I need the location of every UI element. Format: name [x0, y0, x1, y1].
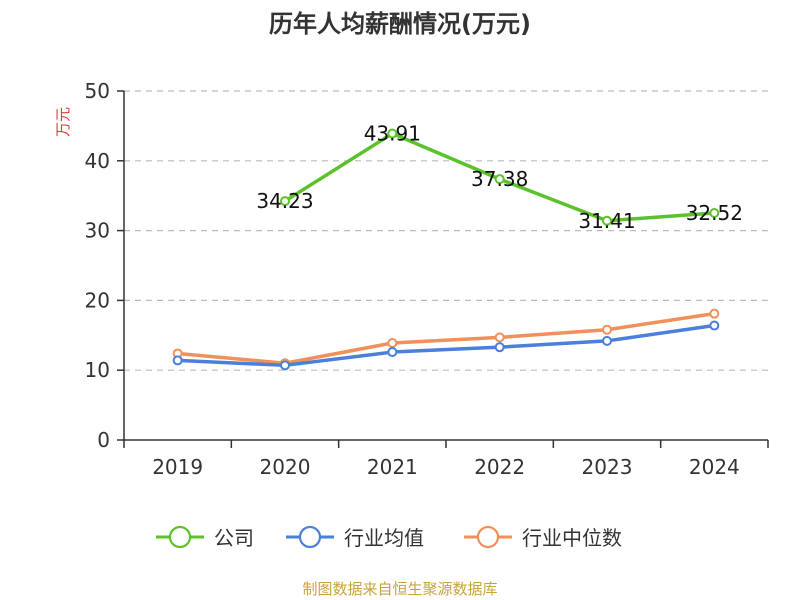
legend-label-2: 行业中位数 [522, 526, 622, 550]
y-tick-label-50: 50 [85, 79, 110, 103]
data-label-2023: 31.41 [578, 209, 635, 233]
y-tick-label-10: 10 [85, 358, 110, 382]
point-0-2024[interactable] [709, 208, 720, 219]
point-0-2022[interactable] [494, 174, 505, 185]
series-0 [280, 128, 720, 226]
legend-marker-1 [298, 525, 322, 549]
point-0-2021[interactable] [387, 128, 398, 139]
point-1-2020[interactable] [280, 360, 290, 371]
series-2 [172, 308, 720, 369]
point-1-2019[interactable] [172, 355, 183, 366]
y-tick-label-30: 30 [85, 219, 110, 243]
chart-title: 历年人均薪酬情况(万元) [269, 10, 531, 38]
gridlines [124, 90, 768, 371]
series-lines [172, 128, 720, 371]
y-tick-label-20: 20 [85, 288, 110, 312]
y-tick-label-0: 0 [97, 428, 110, 452]
series-line-2 [177, 311, 715, 365]
legend-item-1[interactable]: 行业均值 [286, 525, 424, 550]
x-tick-label-2024: 2024 [689, 455, 740, 479]
data-label-2021: 43.91 [364, 122, 421, 146]
legend-item-0[interactable]: 公司 [156, 525, 254, 550]
legend-item-2[interactable]: 行业中位数 [464, 525, 622, 550]
legend-marker-0 [168, 525, 192, 549]
point-2-2023[interactable] [602, 324, 612, 335]
point-1-2021[interactable] [387, 347, 398, 358]
data-label-2020: 34.23 [256, 189, 313, 213]
x-tick-label-2022: 2022 [474, 455, 525, 479]
point-2-2022[interactable] [494, 332, 505, 343]
point-0-2020[interactable] [280, 196, 290, 207]
x-tick-label-2019: 2019 [152, 455, 203, 479]
point-1-2024[interactable] [709, 320, 720, 331]
data-labels: 34.23 43.91 37.38 31.41 32.52 [256, 122, 743, 233]
point-0-2023[interactable] [602, 215, 612, 226]
series-line-1 [177, 323, 715, 368]
data-label-2024: 32.52 [686, 201, 743, 225]
data-label-2022: 37.38 [471, 167, 528, 191]
series-1 [172, 320, 720, 371]
legend-label-1: 行业均值 [344, 526, 424, 550]
x-tick-label-2020: 2020 [260, 455, 311, 479]
source-note: 制图数据来自恒生聚源数据库 [302, 580, 497, 598]
x-tick-label-2021: 2021 [367, 455, 418, 479]
point-2-2021[interactable] [387, 337, 398, 348]
y-tick-label-40: 40 [85, 149, 110, 173]
point-2-2024[interactable] [709, 308, 720, 319]
point-1-2022[interactable] [494, 342, 505, 353]
legend[interactable]: 公司 行业均值 行业中位数 [156, 525, 622, 550]
axes: 0 10 20 30 40 50 2019 2020 2021 2022 2023 2024 [85, 79, 769, 479]
legend-label-0: 公司 [214, 526, 254, 550]
y-axis-unit-label: 万元 [54, 107, 72, 137]
point-1-2023[interactable] [602, 335, 612, 346]
x-tick-label-2023: 2023 [582, 455, 633, 479]
legend-marker-2 [476, 525, 500, 549]
